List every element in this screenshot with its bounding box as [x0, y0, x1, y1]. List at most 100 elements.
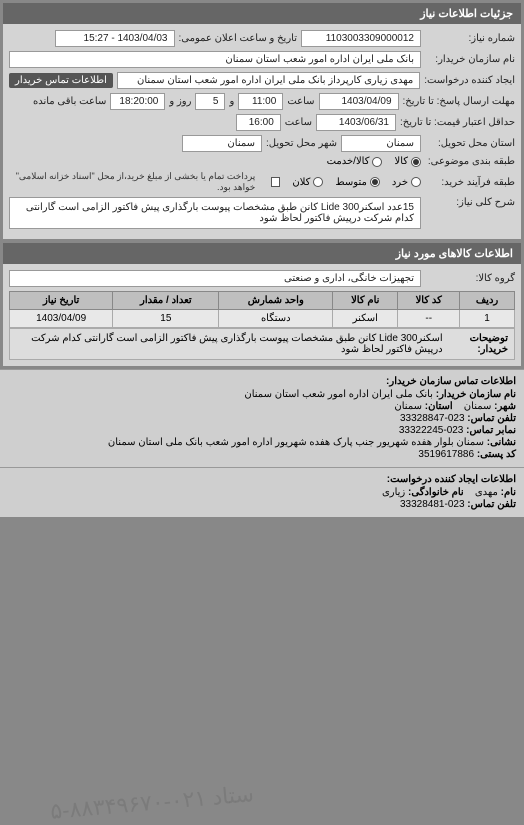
col-qty: تعداد / مقدار [113, 292, 219, 310]
row-delivery-place: استان محل تحویل: سمنان شهر محل تحویل: سم… [9, 135, 515, 152]
buyer-city-value: سمنان [464, 401, 492, 412]
remaining-time: 18:20:00 [110, 93, 165, 110]
radio-large-label: کلان [292, 177, 310, 188]
radio-mid[interactable]: متوسط [335, 177, 379, 188]
buyer-org-label: نام سازمان خریدار: [425, 54, 515, 65]
buyer-fax-line: نمابر تماس: 023-33322245 [8, 425, 516, 436]
cell-code: -- [398, 310, 460, 328]
radio-small-label: خرد [392, 177, 408, 188]
requester-family-label: نام خانوادگی: [408, 487, 464, 498]
buyer-contact-button[interactable]: اطلاعات تماس خریدار [9, 73, 113, 88]
row-buyer-org: نام سازمان خریدار: بانک ملی ایران اداره … [9, 51, 515, 68]
price-valid-date: 1403/06/31 [316, 114, 396, 131]
row-desc-text: اسکنر300 Lide کانن طبق مشخصات پیوست بارگ… [16, 333, 443, 355]
row-price-valid: حداقل اعتبار قیمت: تا تاریخ: 1403/06/31 … [9, 114, 515, 131]
pack-type-radios: کالا کالا/خدمت [327, 156, 421, 167]
radio-large-circle [313, 177, 323, 187]
buyer-phone-line: تلفن تماس: 023-33328847 [8, 413, 516, 424]
main-desc-value: 15عدد اسکنر300 Lide کانن طبق مشخصات پیوس… [9, 197, 421, 229]
and-label: و [229, 96, 234, 107]
radio-large[interactable]: کلان [292, 177, 323, 188]
delivery-province: سمنان [341, 135, 421, 152]
col-unit: واحد شمارش [219, 292, 333, 310]
row-desc-label: توضیحات خریدار: [449, 333, 508, 355]
requester-value: مهدی زیاری کارپرداز بانک ملی ایران اداره… [117, 72, 420, 89]
buyer-fax-label: نمابر تماس: [466, 425, 516, 436]
table-header-row: ردیف کد کالا نام کالا واحد شمارش تعداد /… [10, 292, 515, 310]
goods-panel-header: اطلاعات کالاهای مورد نیاز [3, 243, 521, 264]
remaining-days: 5 [195, 93, 225, 110]
radio-service[interactable]: کالا/خدمت [327, 156, 383, 167]
contact-requester-title: اطلاعات ایجاد کننده درخواست: [8, 474, 516, 485]
buyer-org-line: نام سازمان خریدار: بانک ملی ایران اداره … [8, 389, 516, 400]
cell-date: 1403/04/09 [10, 310, 113, 328]
requester-label: ایجاد کننده درخواست: [424, 75, 515, 86]
radio-mid-label: متوسط [335, 177, 366, 188]
row-desc-box: توضیحات خریدار: اسکنر300 Lide کانن طبق م… [9, 328, 515, 360]
buyer-city-line: شهر: سمنان استان: سمنان [8, 401, 516, 412]
pack-type-label: طبقه بندی موضوعی: [425, 156, 515, 167]
buyer-address-label: نشانی: [487, 437, 516, 448]
row-main-desc: شرح کلی نیاز: 15عدد اسکنر300 Lide کانن ط… [9, 197, 515, 229]
buyer-fax-value: 023-33322245 [399, 425, 464, 436]
time-label-1: ساعت [287, 96, 314, 107]
need-number-value: 1103003309000012 [301, 30, 421, 47]
buyer-province-value: سمنان [394, 401, 422, 412]
requester-phone-value: 023-33328481 [400, 499, 465, 510]
radio-small[interactable]: خرد [392, 177, 421, 188]
buyer-city-label: شهر: [494, 401, 516, 412]
remaining-suffix: ساعت باقی مانده [33, 96, 106, 107]
requester-phone-label: تلفن تماس: [467, 499, 516, 510]
watermark-text: ستاد ۰۲۱-۸۸۳۴۹۶۷۰-۵ [49, 781, 255, 825]
cell-index: 1 [460, 310, 515, 328]
buyer-address-value: سمنان بلوار هفده شهریور جنب پارک هفده شه… [108, 437, 484, 448]
need-number-label: شماره نیاز: [425, 33, 515, 44]
buyer-phone-value: 023-33328847 [400, 413, 465, 424]
buyer-phone-label: تلفن تماس: [467, 413, 516, 424]
delivery-city: سمنان [182, 135, 262, 152]
row-need-number: شماره نیاز: 1103003309000012 تاریخ و ساع… [9, 30, 515, 47]
announce-label: تاریخ و ساعت اعلان عمومی: [179, 33, 298, 44]
price-valid-label: حداقل اعتبار قیمت: تا تاریخ: [400, 117, 515, 128]
details-panel: جزئیات اطلاعات نیاز شماره نیاز: 11030033… [2, 2, 522, 240]
contact-buyer-title: اطلاعات تماس سازمان خریدار: [8, 376, 516, 387]
buyer-postal-value: 3519617886 [418, 449, 474, 460]
buyer-org-line-value: بانک ملی ایران اداره امور شعب استان سمنا… [244, 389, 433, 400]
contact-buyer-section: ستاد ۰۲۱-۸۸۳۴۹۶۷۰-۵ اطلاعات تماس سازمان … [0, 369, 524, 467]
payment-note-checkbox[interactable] [271, 177, 280, 187]
goods-table: ردیف کد کالا نام کالا واحد شمارش تعداد /… [9, 291, 515, 328]
main-desc-label: شرح کلی نیاز: [425, 197, 515, 208]
col-name: نام کالا [333, 292, 398, 310]
delivery-place-label: استان محل تحویل: [425, 138, 515, 149]
group-value: تجهیزات خانگی، اداری و صنعتی [9, 270, 421, 287]
announce-value: 1403/04/03 - 15:27 [55, 30, 175, 47]
buyer-org-line-label: نام سازمان خریدار: [436, 389, 516, 400]
price-valid-time: 16:00 [236, 114, 281, 131]
row-process-type: طبقه فرآیند خرید: خرد متوسط کلان پرداخت … [9, 171, 515, 193]
buyer-province-label: استان: [425, 401, 453, 412]
deadline-date: 1403/04/09 [319, 93, 399, 110]
cell-qty: 15 [113, 310, 219, 328]
buyer-address-line: نشانی: سمنان بلوار هفده شهریور جنب پارک … [8, 437, 516, 448]
radio-service-label: کالا/خدمت [327, 156, 370, 167]
time-label-2: ساعت [285, 117, 312, 128]
row-requester: ایجاد کننده درخواست: مهدی زیاری کارپرداز… [9, 72, 515, 89]
row-deadline: مهلت ارسال پاسخ: تا تاریخ: 1403/04/09 سا… [9, 93, 515, 110]
radio-kala[interactable]: کالا [394, 156, 421, 167]
day-and-label: روز و [169, 96, 191, 107]
requester-name-line: نام: مهدی نام خانوادگی: زیاری [8, 487, 516, 498]
buyer-postal-label: کد پستی: [477, 449, 516, 460]
row-group: گروه کالا: تجهیزات خانگی، اداری و صنعتی [9, 270, 515, 287]
col-index: ردیف [460, 292, 515, 310]
radio-service-circle [372, 157, 382, 167]
goods-panel-body: گروه کالا: تجهیزات خانگی، اداری و صنعتی … [3, 264, 521, 366]
process-type-label: طبقه فرآیند خرید: [425, 177, 515, 188]
buyer-postal-line: کد پستی: 3519617886 [8, 449, 516, 460]
cell-unit: دستگاه [219, 310, 333, 328]
deadline-time: 11:00 [238, 93, 283, 110]
goods-panel: اطلاعات کالاهای مورد نیاز گروه کالا: تجه… [2, 242, 522, 367]
contact-requester-section: اطلاعات ایجاد کننده درخواست: نام: مهدی ن… [0, 467, 524, 517]
details-panel-body: شماره نیاز: 1103003309000012 تاریخ و ساع… [3, 24, 521, 239]
payment-note-text: پرداخت تمام یا بخشی از مبلغ خرید،از محل … [9, 171, 255, 193]
col-code: کد کالا [398, 292, 460, 310]
